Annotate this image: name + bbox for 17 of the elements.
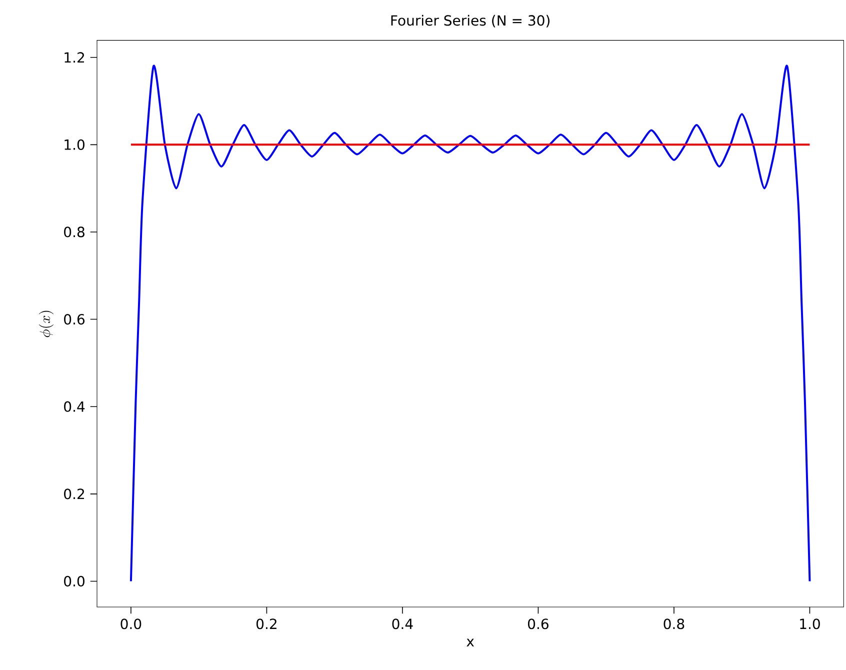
y-tick-label: 1.0 <box>64 139 84 150</box>
y-tick-label: 1.2 <box>64 52 84 63</box>
x-tick-label: 0.6 <box>528 618 548 630</box>
line-series <box>130 65 811 582</box>
x-tick-label: 0.8 <box>664 618 684 630</box>
y-tick-label: 0.8 <box>64 226 84 238</box>
y-axis-title: $\phi(x)$ <box>38 310 54 338</box>
x-tick-label: 0.0 <box>120 618 142 630</box>
y-tick-label: 0.4 <box>64 401 85 412</box>
y-tick-label: 0.2 <box>64 488 84 500</box>
x-tick-label: 1.0 <box>800 618 820 630</box>
y-tick-label: 0.6 <box>64 314 85 325</box>
y-tick-label: 0.0 <box>64 576 84 587</box>
x-tick-label: 0.2 <box>256 618 276 630</box>
x-axis-title: x <box>466 638 474 646</box>
chart-title: Fourier Series (N = 30) <box>391 14 550 28</box>
x-tick-label: 0.4 <box>392 618 413 630</box>
